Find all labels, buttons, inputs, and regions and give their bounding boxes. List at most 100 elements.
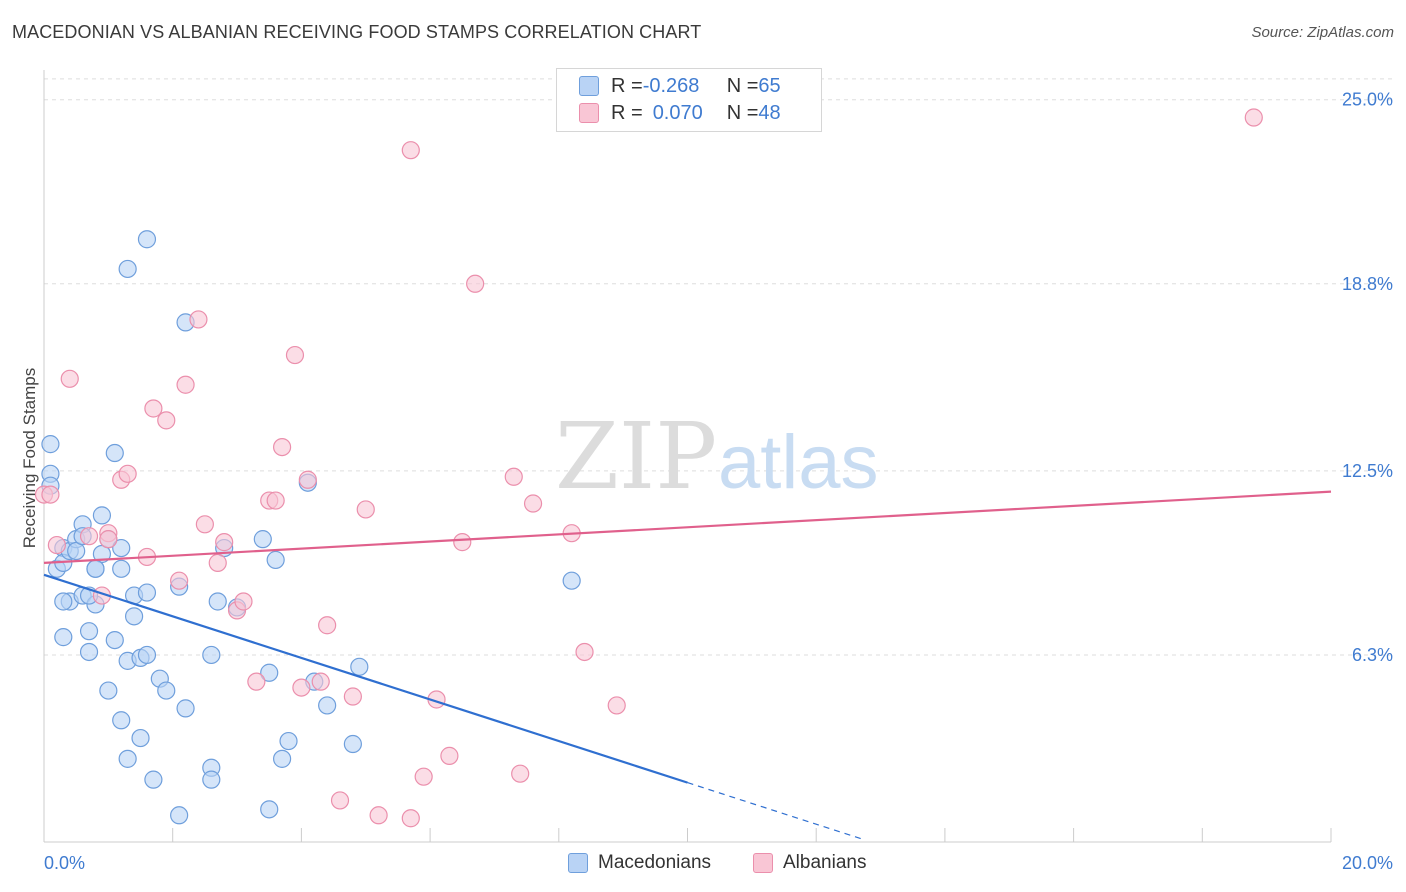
- y-tick-label: 6.3%: [1352, 645, 1393, 665]
- x-tick-label: 0.0%: [44, 853, 85, 873]
- series-albanians: [34, 108, 1263, 828]
- macedonian-point: [202, 645, 221, 665]
- y-tick-label: 25.0%: [1342, 90, 1393, 110]
- n-value: 48: [758, 101, 781, 124]
- macedonian-point: [260, 663, 279, 682]
- macedonian-point: [157, 681, 176, 700]
- albanian-point: [234, 592, 253, 611]
- macedonian-point: [86, 559, 105, 578]
- macedonian-point: [54, 592, 73, 611]
- y-axis-label: Receiving Food Stamps: [20, 368, 39, 548]
- macedonian-point: [41, 435, 60, 454]
- albanian-swatch: [753, 853, 773, 873]
- legend-item-macedonians[interactable]: Macedonians: [568, 852, 711, 874]
- macedonian-point: [105, 443, 124, 463]
- macedonian-point: [272, 749, 292, 768]
- r-value: 0.070: [652, 101, 703, 124]
- albanian-point: [607, 696, 626, 715]
- albanian-point: [47, 535, 66, 555]
- albanian-point: [195, 515, 214, 534]
- macedonian-trend-line: [43, 573, 688, 784]
- macedonian-point: [112, 559, 131, 578]
- macedonian-point: [562, 571, 581, 590]
- albanian-point: [311, 672, 330, 691]
- macedonian-point: [112, 538, 131, 558]
- albanian-point: [144, 399, 163, 418]
- albanian-point: [272, 437, 292, 457]
- legend-item-albanians[interactable]: Albanians: [753, 852, 866, 874]
- macedonian-point: [318, 696, 337, 715]
- macedonian-point: [260, 800, 279, 819]
- albanian-point: [401, 809, 420, 828]
- macedonian-point: [118, 749, 137, 768]
- macedonian-point: [176, 699, 195, 718]
- axes: [43, 70, 1332, 843]
- albanian-point: [440, 746, 459, 765]
- albanian-point: [41, 485, 60, 504]
- albanian-point: [414, 767, 433, 786]
- macedonian-point: [253, 530, 272, 549]
- albanian-point: [575, 642, 594, 662]
- macedonian-point: [79, 642, 99, 662]
- albanian-point: [60, 369, 79, 388]
- macedonian-swatch: [579, 76, 599, 96]
- albanian-point: [369, 806, 388, 825]
- albanian-point: [79, 527, 99, 546]
- r-value: -0.268: [642, 74, 700, 97]
- albanian-point: [330, 791, 350, 810]
- macedonian-point: [350, 657, 369, 676]
- macedonian-point: [137, 230, 157, 249]
- albanian-point: [118, 464, 137, 483]
- albanian-point: [285, 345, 305, 365]
- y-tick-label: 12.5%: [1342, 461, 1393, 481]
- macedonian-point: [105, 630, 124, 650]
- grid-lines: [44, 78, 1392, 656]
- albanian-point: [343, 687, 362, 706]
- albanian-point: [1244, 108, 1263, 127]
- albanian-point: [356, 500, 375, 519]
- correlation-legend: R = -0.268 N = 65 R = 0.070 N = 48: [556, 68, 822, 132]
- macedonian-point: [112, 711, 131, 730]
- n-label: N =: [726, 101, 759, 124]
- albanian-point: [157, 411, 176, 430]
- albanian-point: [99, 530, 118, 549]
- watermark-atlas: atlas: [718, 420, 879, 505]
- tick-labels: 6.3% 12.5% 18.8% 25.0% 0.0% 20.0%: [44, 90, 1393, 873]
- macedonian-point: [208, 592, 227, 611]
- r-label: R =: [611, 101, 643, 124]
- macedonian-point: [124, 607, 144, 626]
- albanian-point: [215, 533, 234, 552]
- albanian-point: [401, 141, 420, 160]
- albanian-point: [504, 467, 523, 486]
- macedonian-point: [79, 622, 99, 641]
- albanian-point: [292, 678, 311, 697]
- albanian-point: [208, 553, 227, 572]
- watermark-zip: ZIP: [555, 403, 717, 510]
- series-legend: Macedonians Albanians: [0, 852, 1406, 878]
- macedonian-swatch: [568, 853, 588, 873]
- legend-label-macedonians: Macedonians: [598, 852, 712, 873]
- series-macedonians: [41, 230, 581, 825]
- albanian-point: [189, 310, 208, 329]
- albanian-point: [298, 470, 317, 489]
- albanian-point: [176, 375, 195, 394]
- macedonian-point: [54, 628, 73, 647]
- legend-row-macedonians: R = -0.268 N = 65: [579, 74, 781, 98]
- albanian-trend-line: [43, 490, 1332, 564]
- albanian-point: [523, 494, 543, 513]
- macedonian-point: [118, 259, 137, 279]
- macedonian-trend-extension: [687, 782, 862, 840]
- x-tick-label: 20.0%: [1342, 853, 1393, 873]
- macedonian-point: [92, 506, 112, 525]
- albanian-point: [266, 491, 285, 510]
- macedonian-point: [279, 731, 298, 751]
- source-note: Source: ZipAtlas.com: [1251, 24, 1394, 41]
- trend-lines: [43, 490, 1332, 840]
- n-value: 65: [758, 74, 781, 97]
- albanian-point: [318, 616, 337, 635]
- macedonian-point: [266, 550, 285, 570]
- macedonian-point: [137, 583, 157, 602]
- albanian-point: [511, 764, 530, 783]
- macedonian-point: [99, 681, 118, 700]
- chart-title: MACEDONIAN VS ALBANIAN RECEIVING FOOD ST…: [12, 22, 702, 42]
